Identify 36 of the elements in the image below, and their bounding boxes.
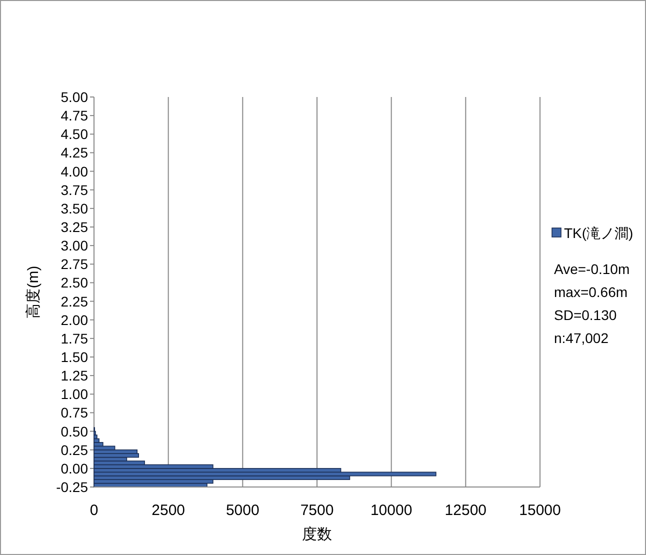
y-tick-label: 0.50: [60, 423, 88, 440]
x-tick-label: 12500: [444, 502, 487, 519]
y-tick-label: 2.00: [60, 312, 88, 328]
x-tick-label: 15000: [519, 502, 561, 519]
text: max=0.66m: [554, 284, 628, 300]
y-tick-label: 4.50: [60, 126, 88, 142]
x-tick-label: 7500: [300, 502, 334, 519]
text: n:47,002: [554, 330, 609, 346]
x-tick-label: 10000: [370, 502, 412, 519]
x-axis-title: 度数: [302, 526, 332, 543]
text: SD=0.130: [554, 307, 617, 323]
y-tick-label: 3.25: [60, 219, 88, 235]
y-tick-label: 5.00: [60, 89, 88, 105]
y-tick-label: 0.25: [60, 442, 88, 458]
y-axis-title: 高度(m): [25, 266, 42, 318]
y-tick-label: 3.00: [60, 238, 88, 254]
y-tick-label: 1.50: [60, 349, 88, 365]
y-tick-label: 1.25: [60, 368, 88, 384]
y-tick-label: 3.50: [60, 200, 88, 216]
y-tick-label: 2.25: [60, 293, 88, 310]
y-tick-label: 4.75: [60, 108, 88, 124]
x-tick-label: 2500: [152, 502, 186, 519]
legend-label: TK(滝ノ澗): [564, 225, 634, 241]
x-tick-label: 5000: [226, 502, 260, 519]
y-tick-label: 2.50: [60, 274, 88, 291]
y-tick-label: 3.75: [60, 182, 88, 198]
y-tick-label: 2.75: [60, 256, 88, 272]
y-tick-label: 1.00: [60, 386, 88, 402]
y-tick-label: 1.75: [60, 330, 88, 346]
y-tick-label: 4.25: [60, 144, 88, 161]
y-tick-label: 0.00: [60, 460, 88, 476]
y-tick-label: 4.00: [60, 163, 88, 180]
y-tick-label: 0.75: [60, 404, 88, 421]
x-tick-label: 0: [90, 502, 98, 519]
y-tick-label: -0.25: [56, 479, 88, 495]
text: Ave=-0.10m: [554, 261, 630, 277]
